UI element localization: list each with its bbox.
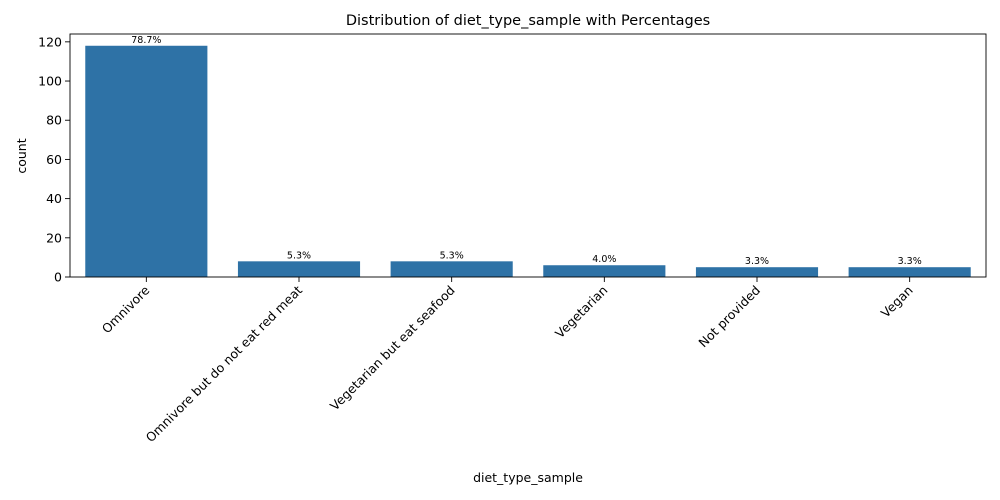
- y-tick-label: 20: [46, 230, 62, 245]
- x-tick-label: Vegan: [878, 283, 916, 321]
- data-label: 78.7%: [131, 35, 161, 46]
- x-axis-label: diet_type_sample: [473, 470, 583, 485]
- bar: [695, 267, 819, 277]
- y-axis: 0 20 40 60 80 100 120: [38, 34, 70, 285]
- plot-frame: [69, 33, 987, 278]
- x-tick-label: Omnivore but do not eat red meat: [143, 282, 306, 445]
- data-label: 5.3%: [287, 250, 311, 261]
- y-tick-label: 60: [46, 152, 62, 167]
- y-tick-label: 120: [38, 34, 62, 49]
- y-axis-label: count: [14, 138, 29, 173]
- x-tick-label: Not provided: [695, 283, 763, 351]
- y-tick-label: 0: [54, 270, 62, 285]
- data-labels-group: 78.7% 5.3% 5.3% 4.0% 3.3% 3.3%: [131, 35, 921, 267]
- y-tick-label: 80: [46, 113, 62, 128]
- bar: [237, 261, 361, 277]
- y-tick-label: 100: [38, 74, 62, 89]
- bars-group: [85, 45, 971, 278]
- x-tick-label: Vegetarian but eat seafood: [327, 283, 458, 414]
- data-label: 3.3%: [898, 256, 922, 267]
- data-label: 3.3%: [745, 256, 769, 267]
- bar: [85, 45, 208, 278]
- bar: [848, 267, 971, 277]
- x-tick-label: Vegetarian: [552, 283, 610, 341]
- x-tick-label: Omnivore: [99, 282, 153, 336]
- data-label: 4.0%: [592, 254, 616, 265]
- data-label: 5.3%: [440, 250, 464, 261]
- bar: [390, 261, 513, 277]
- chart-title: Distribution of diet_type_sample with Pe…: [346, 13, 710, 29]
- y-tick-label: 40: [46, 191, 62, 206]
- bar: [543, 265, 666, 277]
